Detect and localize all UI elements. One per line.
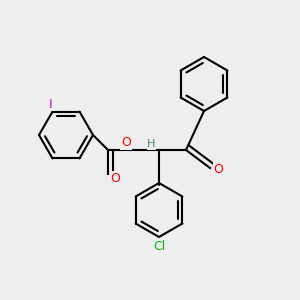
- Text: Cl: Cl: [153, 239, 165, 253]
- Text: H: H: [147, 139, 156, 149]
- Text: O: O: [111, 172, 120, 185]
- Text: O: O: [214, 163, 223, 176]
- Text: O: O: [121, 136, 131, 149]
- Text: I: I: [49, 98, 53, 111]
